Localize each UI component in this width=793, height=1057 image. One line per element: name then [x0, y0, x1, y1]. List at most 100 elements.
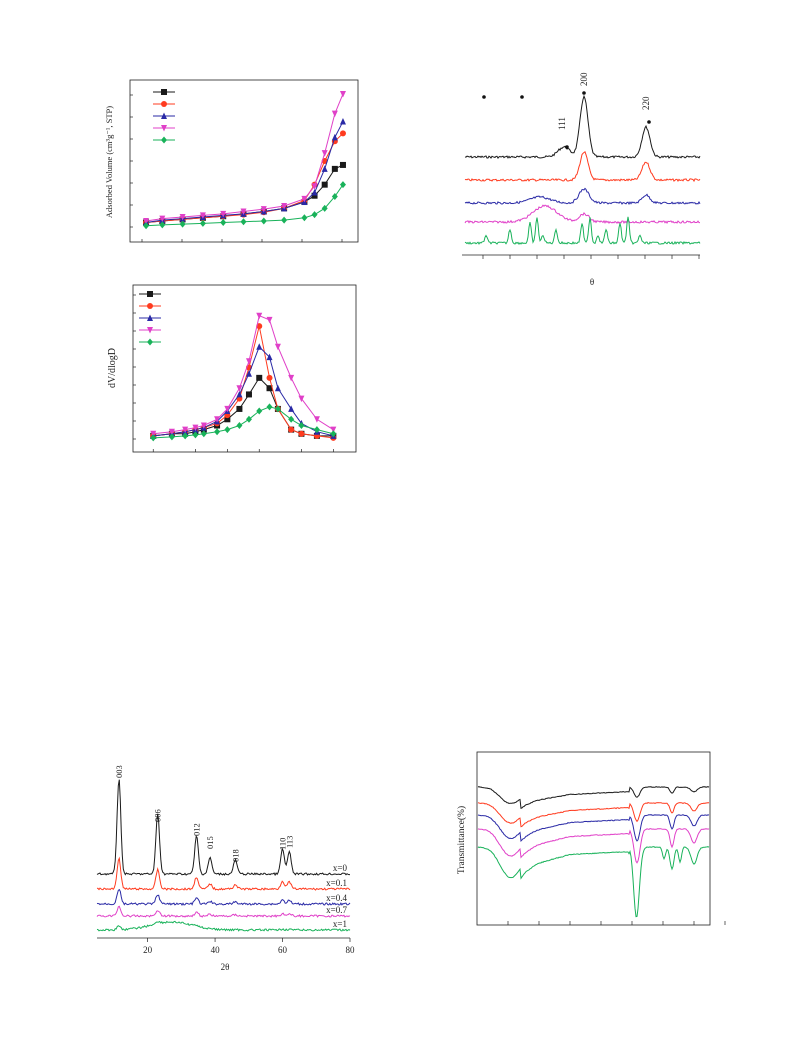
pore-point — [330, 430, 337, 438]
pore-point — [298, 395, 305, 403]
xrd-right-trace-0 — [464, 94, 701, 159]
isotherm-point — [220, 210, 227, 218]
ftir-frame — [476, 751, 711, 926]
pore-point — [266, 403, 273, 411]
xrd-bottom-tick-label: 40 — [211, 945, 221, 955]
isotherm-point — [321, 204, 328, 212]
pore-point — [256, 312, 263, 320]
isotherm-line-2 — [145, 121, 344, 224]
pore-line-2 — [153, 345, 334, 437]
xrd-bottom-trace-0 — [96, 779, 350, 877]
pore-point — [256, 407, 263, 415]
isotherm-point — [311, 211, 318, 219]
xrd-bottom-series-label: x=0.4 — [326, 893, 347, 903]
pore-point — [224, 426, 231, 434]
isotherm-point — [143, 217, 150, 225]
ftir-ylabel: Transmittance(%) — [456, 806, 467, 874]
isotherm-point — [331, 110, 338, 118]
xrd-right-trace-1 — [464, 151, 701, 183]
xrd-right-trace-3 — [464, 204, 700, 225]
pore-point — [298, 422, 305, 429]
ftir-trace-1 — [477, 802, 710, 828]
pore-point — [313, 416, 320, 423]
pore-point — [150, 434, 157, 442]
xrd-bottom-ticks: 20 40 60 80 — [143, 938, 355, 955]
ftir-series — [477, 786, 726, 925]
xrd-bottom-trace-2 — [96, 888, 351, 906]
isotherm-point — [240, 208, 247, 215]
peak-marker — [565, 145, 569, 149]
pore-point — [274, 405, 281, 413]
pore-point — [313, 426, 320, 434]
pore-point — [192, 431, 199, 439]
isotherm-point — [260, 217, 267, 225]
pore-point — [274, 343, 281, 351]
isotherm-legend-marker — [161, 136, 167, 144]
pore-legend-marker — [147, 291, 153, 297]
isotherm-point — [339, 90, 346, 98]
xrd-bottom-xlabel: 2θ — [221, 962, 230, 972]
isotherm-point — [339, 181, 346, 189]
pore-series — [133, 294, 337, 452]
pore-ylabel: dV/dlogD — [107, 348, 118, 388]
pore-point — [330, 426, 337, 434]
isotherm-point — [321, 150, 328, 157]
isotherm-point — [220, 219, 227, 227]
peak-marker — [582, 91, 586, 95]
isotherm-point — [331, 133, 338, 141]
pore-point — [298, 430, 305, 437]
pore-point — [168, 428, 175, 436]
isotherm-point — [321, 165, 328, 172]
pore-line-4 — [153, 406, 334, 439]
isotherm-point — [260, 206, 267, 213]
pore-point — [224, 416, 231, 423]
ftir-trace-3 — [477, 828, 710, 864]
pore-legend-marker — [147, 314, 153, 321]
pore-line-3 — [153, 315, 334, 435]
peak-marker — [482, 95, 486, 99]
xrd-bottom-tick-label: 60 — [278, 945, 288, 955]
pore-point — [288, 374, 295, 382]
isotherm-legend-marker — [161, 112, 167, 119]
isotherm-point — [339, 130, 346, 137]
pore-point — [182, 432, 189, 440]
pore-point — [288, 426, 295, 433]
isotherm-point — [311, 183, 318, 190]
pore-point — [150, 430, 157, 438]
xrd-bottom-peak-label: 018 — [230, 849, 240, 862]
isotherm-legend-marker — [161, 125, 167, 132]
isotherm-series — [130, 90, 346, 242]
isotherm-point — [179, 220, 186, 228]
isotherm-point — [339, 161, 346, 168]
pore-point — [214, 428, 221, 436]
pore-point — [245, 358, 252, 365]
pore-point — [236, 422, 243, 429]
isotherm-line-3 — [145, 93, 344, 222]
pore-point — [224, 405, 231, 413]
pore-point — [256, 343, 263, 350]
pore-legend-marker — [147, 338, 153, 346]
pore-point — [245, 391, 252, 398]
isotherm-point — [311, 192, 318, 199]
pore-point — [266, 353, 273, 361]
xrd-bottom-peak-label: 113 — [284, 836, 294, 848]
isotherm-legend-marker — [161, 89, 167, 95]
xrd-bottom-series: x=0 x=0.1 x=0.4 x=0.7 x=1 — [96, 779, 351, 932]
ftir-panel: Transmittance(%) — [456, 751, 726, 926]
isotherm-point — [331, 165, 338, 172]
pore-legend — [139, 291, 161, 346]
pore-point — [274, 384, 281, 392]
pore-point — [182, 426, 189, 434]
isotherm-point — [321, 181, 328, 188]
pore-point — [245, 370, 252, 377]
isotherm-ylabel: Adsorbed Volume (cm³g⁻¹, STP) — [104, 106, 114, 218]
pore-point — [266, 374, 273, 381]
pore-line-1 — [153, 325, 334, 439]
xrd-bottom-tick-label: 80 — [346, 945, 356, 955]
xrd-right-trace-4 — [464, 216, 701, 245]
isotherm-point — [199, 212, 206, 219]
pore-point — [200, 422, 207, 429]
pore-point — [214, 416, 221, 423]
